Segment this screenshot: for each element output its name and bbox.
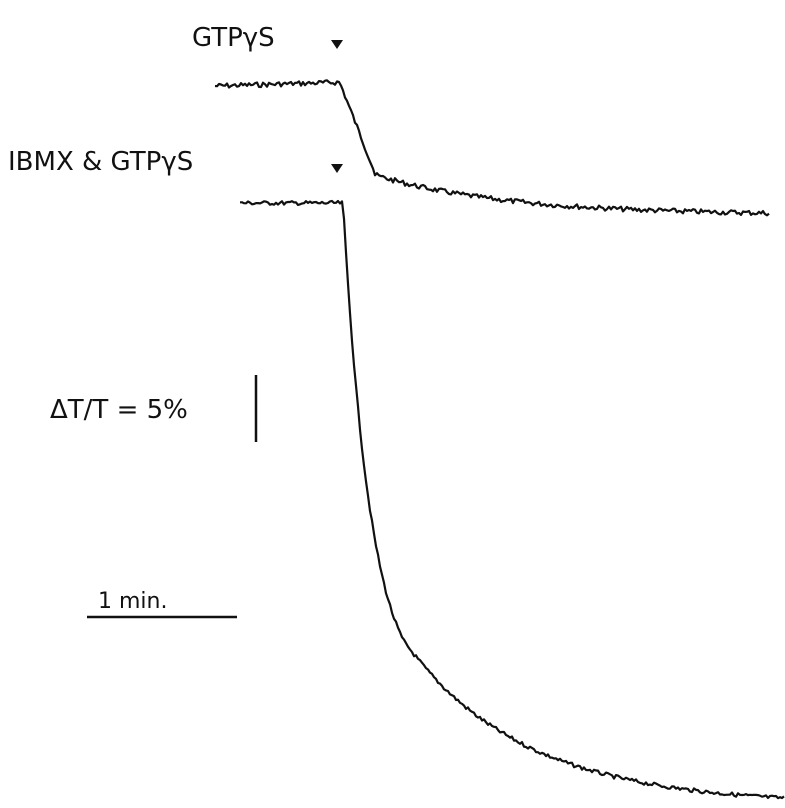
trace-b-label: IBMX & GTPγS [8, 147, 193, 177]
scale-x-label: 1 min. [98, 589, 167, 614]
trace-a-label: GTPγS [192, 23, 275, 53]
trace-b [240, 199, 785, 800]
trace-a [214, 79, 770, 217]
arrow-a [331, 40, 343, 49]
scale-y-label: ΔT/T = 5% [50, 395, 188, 425]
arrow-b [331, 164, 343, 173]
